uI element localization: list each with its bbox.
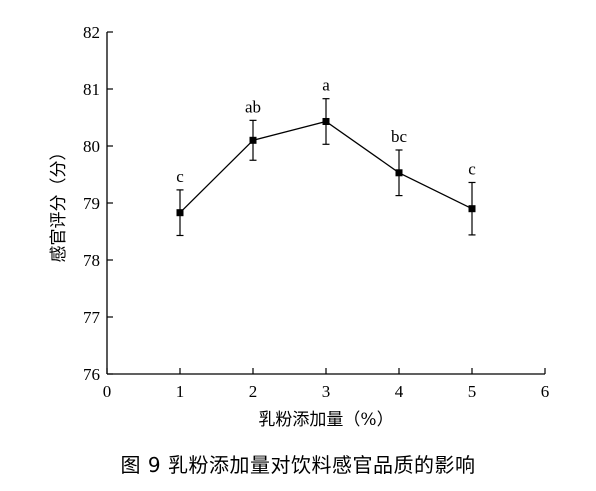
- y-tick-label: 78: [83, 251, 100, 270]
- x-tick-label: 0: [103, 382, 112, 401]
- data-point: [468, 205, 476, 213]
- series-layer: c ab a bc c: [176, 76, 476, 237]
- significance-label: a: [322, 76, 330, 95]
- significance-label: c: [176, 167, 184, 186]
- y-axis-ticks: 76 77 78 79 80 81 82: [83, 23, 113, 384]
- significance-label: ab: [245, 97, 261, 116]
- plot-area: 76 77 78 79 80 81 82 0 1 2 3 4 5 6 c ab a bc c: [83, 23, 549, 401]
- y-tick-label: 76: [83, 365, 100, 384]
- x-axis-title: 乳粉添加量（%）: [258, 410, 393, 430]
- data-point: [395, 169, 403, 177]
- significance-label: c: [468, 159, 476, 178]
- figure-caption: 图 9 乳粉添加量对饮料感官品质的影响: [120, 453, 476, 477]
- data-point: [249, 136, 257, 144]
- significance-label: bc: [391, 127, 408, 146]
- y-tick-label: 80: [83, 137, 100, 156]
- x-tick-label: 1: [176, 382, 185, 401]
- x-axis-ticks: 0 1 2 3 4 5 6: [103, 368, 550, 401]
- y-tick-label: 82: [83, 23, 100, 42]
- y-tick-label: 77: [83, 308, 101, 327]
- data-point: [176, 209, 184, 217]
- x-tick-label: 4: [395, 382, 404, 401]
- data-point: [322, 117, 330, 125]
- x-tick-label: 6: [541, 382, 550, 401]
- x-tick-label: 2: [249, 382, 258, 401]
- x-tick-label: 5: [468, 382, 477, 401]
- x-tick-label: 3: [322, 382, 331, 401]
- y-axis-title: 感官评分（分）: [49, 144, 69, 263]
- y-tick-label: 79: [83, 194, 100, 213]
- y-tick-label: 81: [83, 80, 100, 99]
